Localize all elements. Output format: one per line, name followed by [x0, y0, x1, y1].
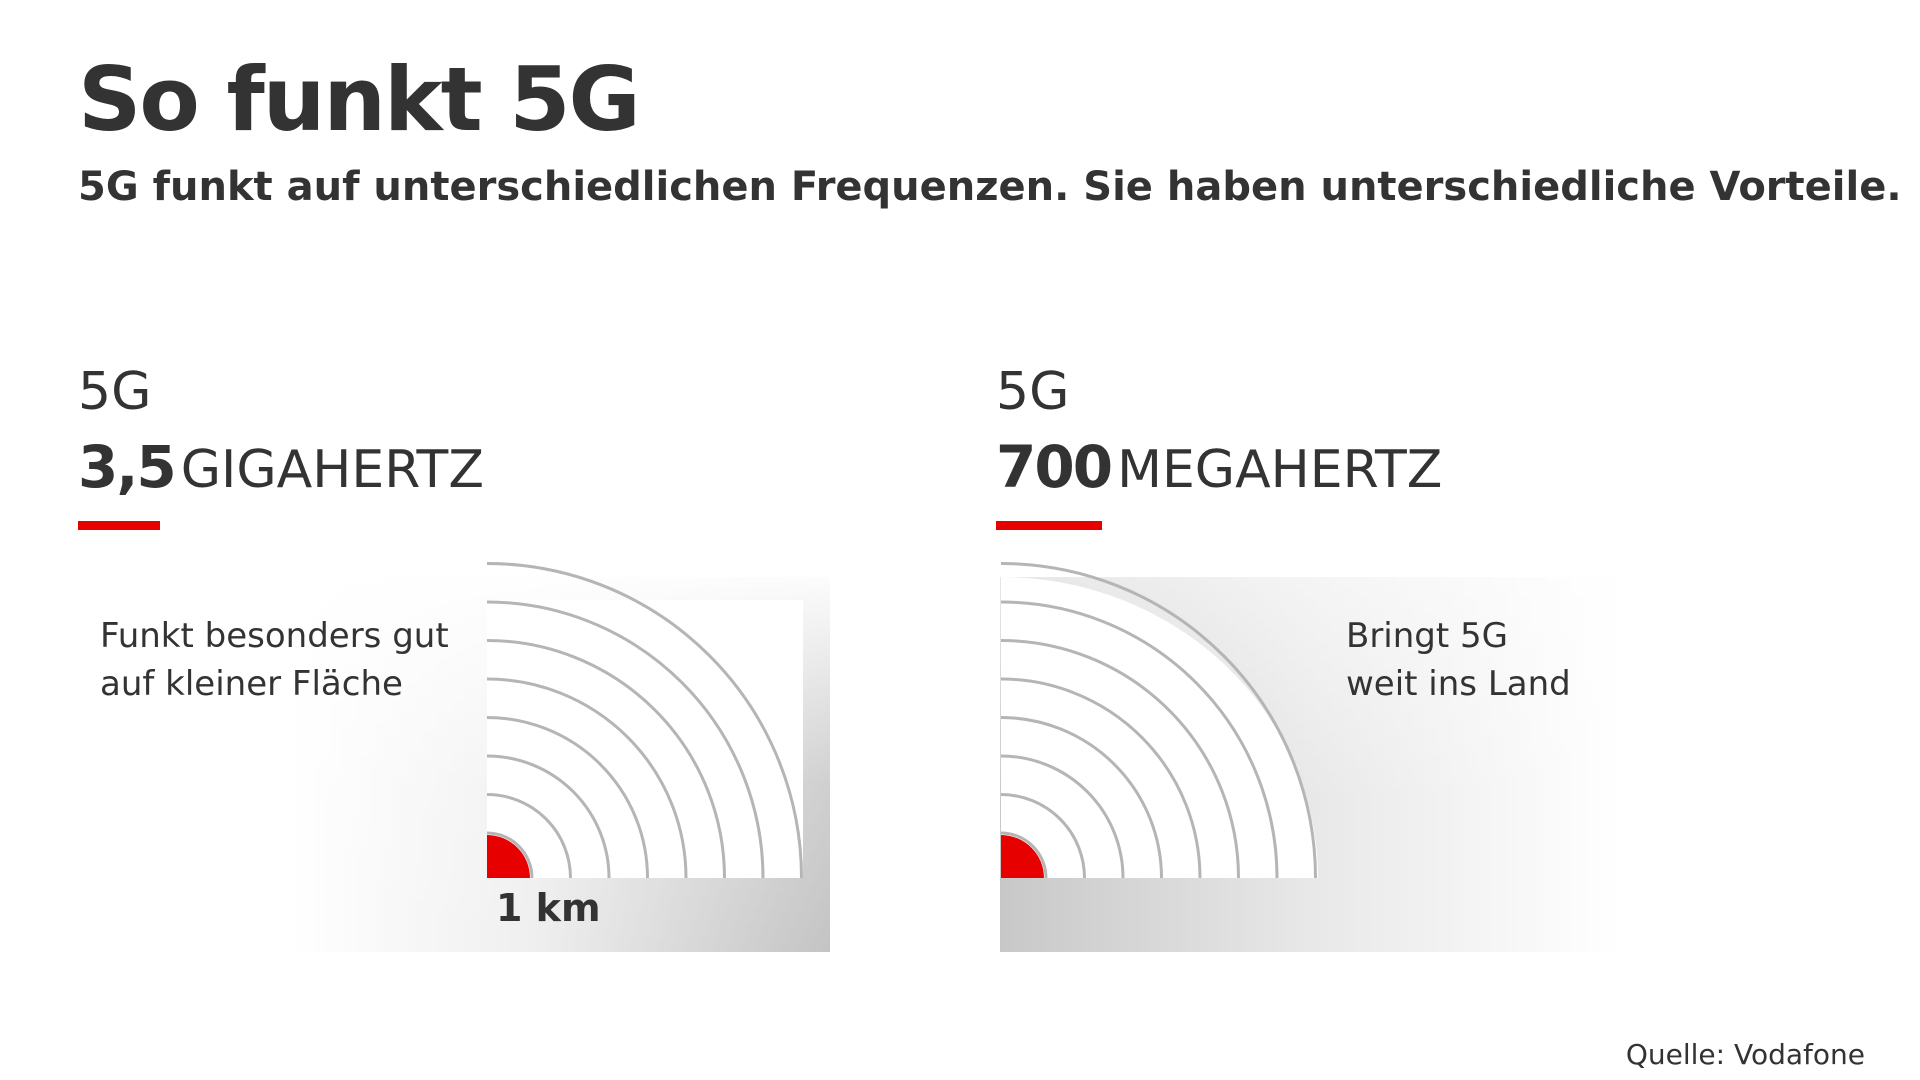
wave-ring-left-8 — [486, 562, 803, 879]
description-right-line-1: Bringt 5G — [1346, 616, 1508, 656]
wave-ring-left-6 — [486, 639, 726, 879]
band-label-right: 5G — [996, 362, 1070, 422]
wave-ring-right-7 — [1000, 600, 1279, 879]
wave-rings-right — [1000, 562, 1317, 879]
diagram-left — [280, 562, 830, 952]
frequency-unit-right: MEGAHERTZ — [1117, 440, 1443, 500]
description-left-line-2: auf kleiner Fläche — [100, 664, 403, 704]
wave-ring-right-5 — [1000, 677, 1202, 879]
coverage-area-right — [1001, 577, 1318, 878]
antenna-origin-left — [487, 835, 530, 878]
frequency-right: 700 MEGAHERTZ — [996, 434, 1442, 515]
wave-ring-right-6 — [1000, 639, 1240, 879]
panel-header-right: 5G 700 MEGAHERTZ — [996, 362, 1442, 530]
wave-ring-left-4 — [486, 716, 649, 879]
wave-rings-left — [486, 562, 803, 879]
frequency-value-left: 3,5 — [78, 433, 177, 501]
description-left-line-1: Funkt besonders gut — [100, 616, 449, 656]
accent-underline-right — [996, 521, 1102, 530]
frequency-unit-left: GIGAHERTZ — [180, 440, 484, 500]
source-credit: Quelle: Vodafone — [1625, 1038, 1865, 1071]
accent-underline-left — [78, 521, 160, 530]
description-left: Funkt besonders gut auf kleiner Fläche — [100, 612, 449, 708]
antenna-origin-right — [1001, 835, 1044, 878]
coverage-area-left — [487, 600, 803, 878]
frequency-left: 3,5 GIGAHERTZ — [78, 434, 484, 515]
wave-ring-left-7 — [486, 600, 765, 879]
band-label-left: 5G — [78, 362, 152, 422]
wave-ring-right-4 — [1000, 716, 1163, 879]
wave-ring-left-5 — [486, 677, 688, 879]
wave-ring-right-1 — [1000, 831, 1048, 879]
frequency-value-right: 700 — [996, 433, 1113, 501]
wave-ring-right-2 — [1000, 793, 1086, 879]
wave-ring-left-3 — [486, 754, 611, 879]
description-right-line-2: weit ins Land — [1346, 664, 1571, 704]
page-title: So funkt 5G — [78, 48, 641, 151]
diagram-right — [1000, 562, 1620, 952]
wave-ring-left-1 — [486, 831, 534, 879]
page-subtitle: 5G funkt auf unterschiedlichen Frequenze… — [78, 164, 1902, 210]
wave-ring-right-3 — [1000, 754, 1125, 879]
wave-ring-right-8 — [1000, 562, 1317, 879]
description-right: Bringt 5G weit ins Land — [1346, 612, 1571, 708]
range-label: 1 km — [496, 886, 601, 930]
wave-ring-left-2 — [486, 793, 572, 879]
panel-header-left: 5G 3,5 GIGAHERTZ — [78, 362, 484, 530]
